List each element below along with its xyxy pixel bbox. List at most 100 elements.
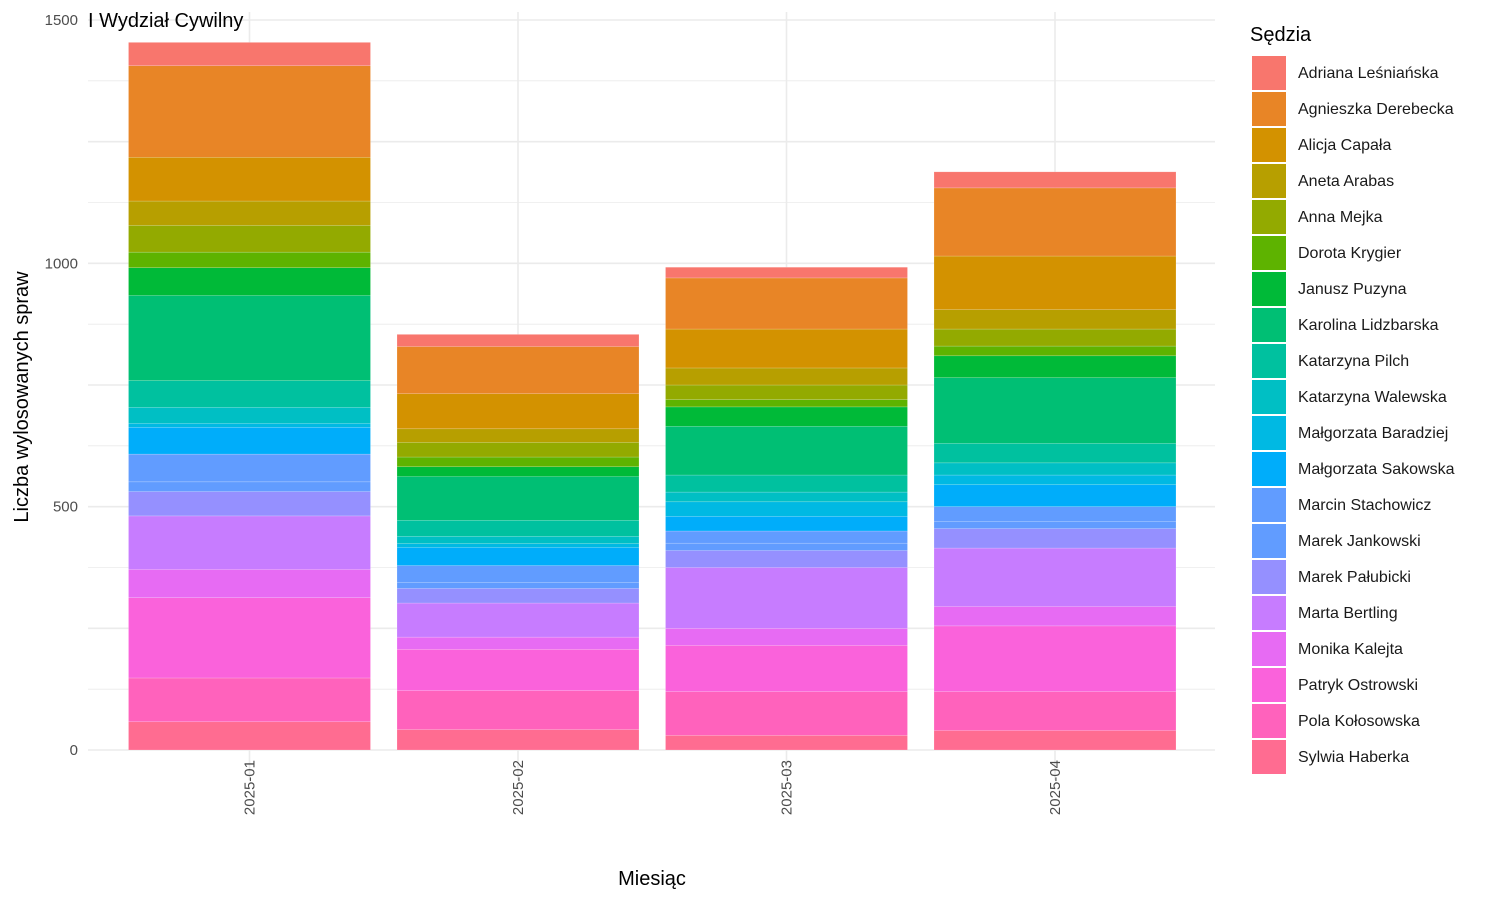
bar-segment xyxy=(128,42,371,66)
legend-label: Anna Mejka xyxy=(1298,209,1383,226)
y-tick-label: 1500 xyxy=(45,12,78,29)
bar-segment xyxy=(128,427,371,455)
bar-segment xyxy=(128,453,371,483)
bar-segment xyxy=(396,649,640,691)
bar-segment xyxy=(665,406,908,427)
bar-segment xyxy=(128,677,371,723)
legend-label: Marek Pałubicki xyxy=(1298,569,1411,586)
y-tick-label: 1000 xyxy=(45,255,78,272)
bar-segment xyxy=(396,690,640,730)
legend-title: Sędzia xyxy=(1250,24,1312,46)
bar-segment xyxy=(665,328,908,369)
bar-segment xyxy=(128,515,371,570)
bar-segment xyxy=(933,521,1177,529)
legend-key xyxy=(1252,452,1286,486)
bar-segment xyxy=(665,384,908,400)
bar-segment xyxy=(396,428,640,443)
bar-segment xyxy=(933,187,1177,257)
legend-key xyxy=(1252,56,1286,90)
legend-label: Pola Kołosowska xyxy=(1298,713,1420,730)
legend-key xyxy=(1252,668,1286,702)
legend-key xyxy=(1252,416,1286,450)
legend-label: Agnieszka Derebecka xyxy=(1298,101,1454,118)
bar-segment xyxy=(933,345,1177,357)
bar-segment xyxy=(396,582,640,589)
bar-segment xyxy=(396,636,640,650)
bar-segment xyxy=(396,334,640,347)
bar-segment xyxy=(396,476,640,521)
bar-segment xyxy=(396,456,640,468)
legend-key xyxy=(1252,740,1286,774)
y-tick-label: 0 xyxy=(70,742,78,759)
x-tick-label: 2025-02 xyxy=(510,760,527,815)
legend-key xyxy=(1252,128,1286,162)
bar-segment xyxy=(128,225,371,253)
chart-title: I Wydział Cywilny xyxy=(88,10,243,32)
bar-segment xyxy=(665,266,908,279)
legend-label: Adriana Leśniańska xyxy=(1298,65,1439,82)
bar-segment xyxy=(128,380,371,408)
bar-segment xyxy=(933,484,1177,507)
bar-segment xyxy=(665,501,908,517)
legend-key xyxy=(1252,344,1286,378)
x-tick-label: 2025-04 xyxy=(1047,760,1064,815)
legend-label: Sylwia Haberka xyxy=(1298,749,1409,766)
legend-label: Alicja Capała xyxy=(1298,137,1391,154)
bar-segment xyxy=(933,443,1177,464)
bar-segment xyxy=(665,735,908,751)
bar-segment xyxy=(933,474,1177,486)
y-axis-title: Liczba wylosowanych spraw xyxy=(11,271,33,523)
legend: Sędzia Adriana Leśniańska Agnieszka Dereb… xyxy=(1250,24,1455,774)
x-tick-label: 2025-03 xyxy=(779,760,796,815)
bar-segment xyxy=(396,466,640,477)
bar-segment xyxy=(665,491,908,503)
bar-segment xyxy=(933,691,1177,731)
bar-segment xyxy=(128,156,371,202)
bar-segment xyxy=(128,721,371,751)
bar-segment xyxy=(128,597,371,679)
legend-key xyxy=(1252,704,1286,738)
bar-segment xyxy=(396,442,640,458)
bar-segment xyxy=(665,542,908,551)
legend-label: Małgorzata Baradziej xyxy=(1298,425,1448,442)
legend-key xyxy=(1252,200,1286,234)
legend-key xyxy=(1252,380,1286,414)
bar-segment xyxy=(665,516,908,532)
bars xyxy=(128,42,1177,751)
bar-segment xyxy=(128,65,371,158)
bar-segment xyxy=(665,399,908,408)
legend-label: Patryk Ostrowski xyxy=(1298,677,1418,694)
bar-segment xyxy=(128,491,371,517)
legend-label: Małgorzata Sakowska xyxy=(1298,461,1455,478)
bar-segment xyxy=(396,543,640,548)
bar-segment xyxy=(933,377,1177,444)
bar-segment xyxy=(933,506,1177,522)
bar-segment xyxy=(665,530,908,544)
bar-segment xyxy=(128,481,371,492)
bar-segment xyxy=(665,550,908,568)
bar-segment xyxy=(128,267,371,296)
legend-key xyxy=(1252,92,1286,126)
legend-key xyxy=(1252,236,1286,270)
bar-segment xyxy=(933,309,1177,330)
legend-label: Monika Kalejta xyxy=(1298,641,1403,658)
y-tick-label: 500 xyxy=(53,499,78,516)
legend-label: Marek Jankowski xyxy=(1298,533,1421,550)
bar-segment xyxy=(665,277,908,330)
bar-segment xyxy=(396,588,640,604)
bar-segment xyxy=(665,426,908,476)
bar-segment xyxy=(933,528,1177,549)
x-axis-title: Miesiąc xyxy=(618,868,686,890)
legend-key xyxy=(1252,272,1286,306)
bar-segment xyxy=(396,393,640,430)
axes: 0 500 1000 1500 2025-01 2025-02 2025-03 2025-04 xyxy=(45,12,1064,815)
bar-segment xyxy=(396,565,640,583)
legend-label: Aneta Arabas xyxy=(1298,173,1394,190)
bar-segment xyxy=(933,547,1177,607)
legend-label: Marta Bertling xyxy=(1298,605,1398,622)
bar-segment xyxy=(665,474,908,493)
bar-segment xyxy=(665,567,908,629)
bar-segment xyxy=(933,328,1177,347)
legend-label: Karolina Lidzbarska xyxy=(1298,317,1439,334)
